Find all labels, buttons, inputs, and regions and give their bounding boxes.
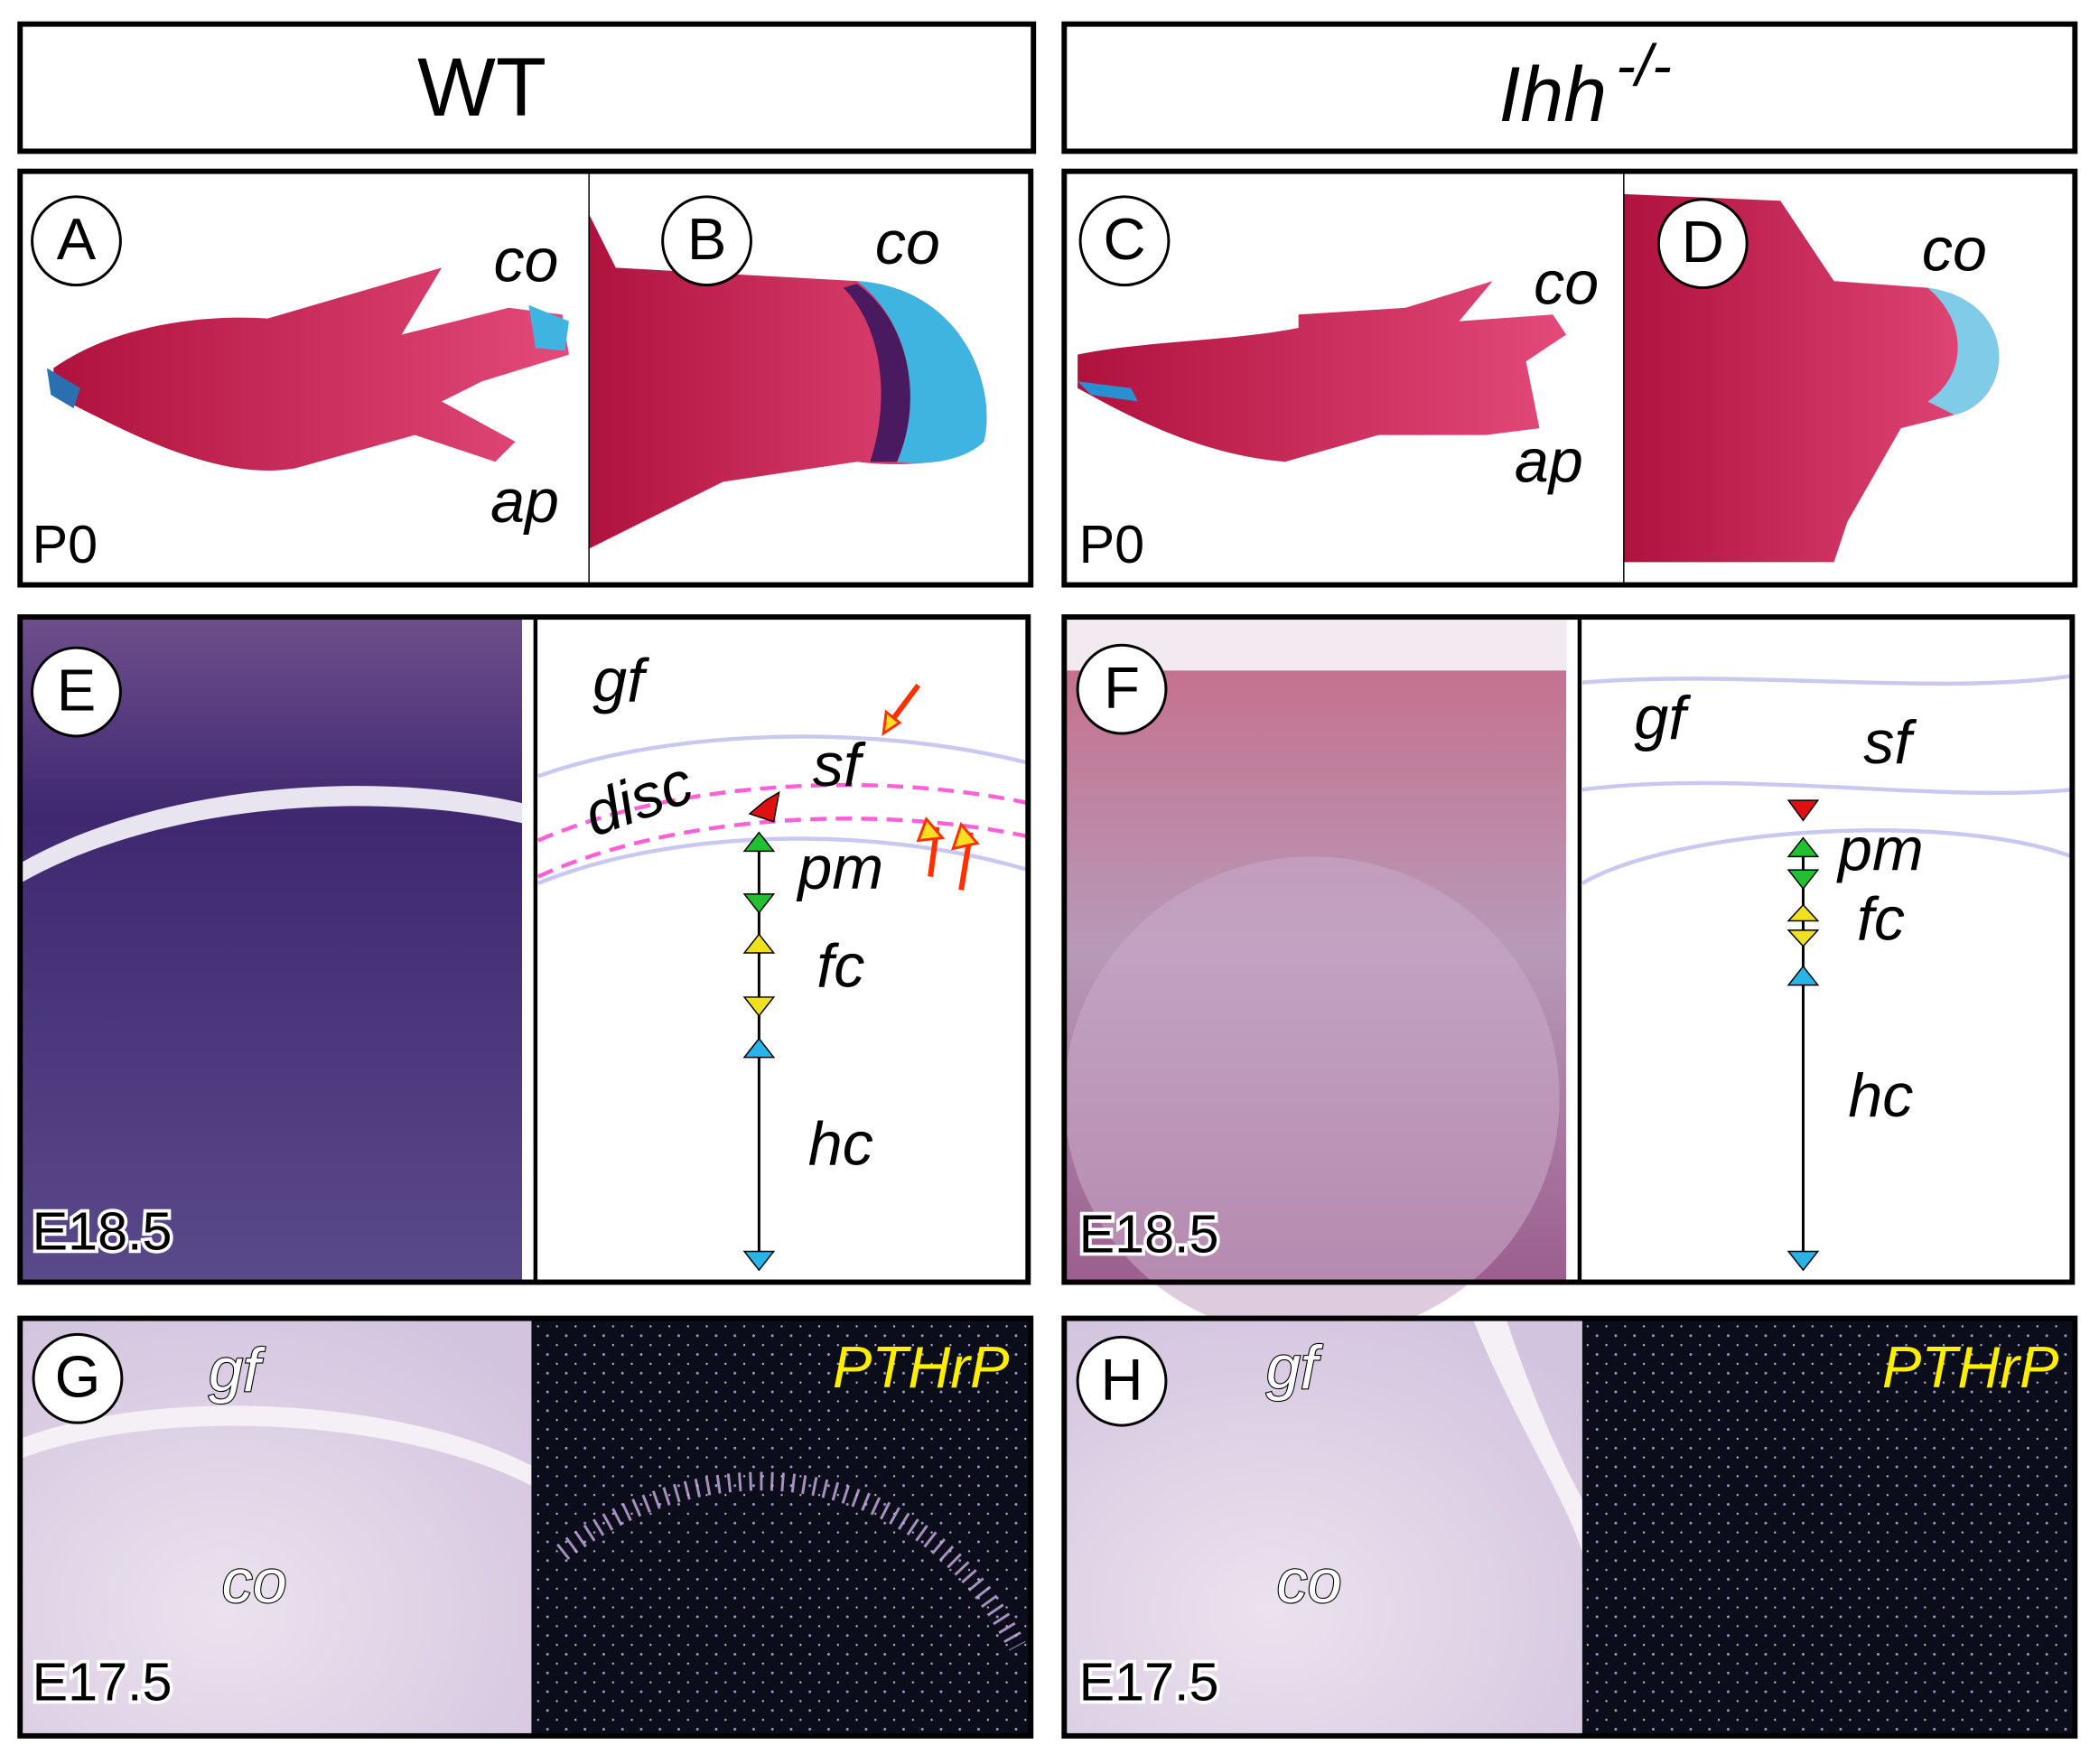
arrowhead [742, 1037, 776, 1272]
panel-box [1061, 614, 2076, 1285]
arrowhead [1786, 965, 1820, 1272]
panel-letter-circle [32, 1332, 124, 1424]
label: co [1922, 216, 1987, 285]
arrowhead [1786, 799, 1820, 822]
panel-letter: E [57, 657, 96, 723]
label: gf [592, 647, 649, 715]
header-gene: Ihh [1499, 51, 1607, 138]
label: co [493, 226, 558, 294]
condyle [1064, 856, 1560, 1339]
panel-c: C co ap P0 [1076, 195, 1599, 578]
panel-letter-circle [1656, 198, 1749, 290]
panel-letter-circle [1076, 643, 1168, 735]
arrowhead [748, 790, 780, 823]
panel-letter: B [687, 206, 726, 272]
label: co [1277, 1547, 1342, 1616]
bone [53, 267, 569, 471]
label: fc [816, 931, 864, 1000]
boundary [536, 734, 1029, 886]
panel-d: D co [1623, 193, 2000, 563]
label: sf [1863, 708, 1917, 777]
label: fc [1857, 884, 1905, 953]
panel-a: A co ap P0 [29, 195, 569, 578]
label: disc [575, 748, 702, 850]
cartilage-dark [843, 284, 910, 462]
panel-e: E E18.5 gf disc sf pm fc hc [20, 617, 1029, 1283]
panel-box [17, 614, 1031, 1285]
label: sf [813, 731, 866, 799]
cartilage [46, 368, 80, 408]
stage-label: P0 [33, 514, 98, 574]
probe-label: PTHrP [833, 1334, 1010, 1400]
label: hc [1848, 1061, 1913, 1130]
cartilage [1927, 287, 2000, 415]
panel-h: H gf co E17.5 PTHrP [1064, 1318, 2076, 1736]
panel-letter-circle [1076, 1335, 1168, 1427]
label: pm [796, 834, 883, 902]
label: pm [1836, 815, 1924, 883]
label: co [222, 1547, 287, 1616]
panel-letter-circle [31, 195, 122, 287]
panel-box [1061, 168, 2078, 588]
panel-f: F E18.5 gf sf pm fc hc [1064, 617, 2074, 1339]
arrowhead [742, 831, 776, 914]
cartilage [856, 281, 987, 463]
cartilage [1077, 381, 1138, 402]
header-box [1061, 21, 2078, 154]
panel-letter: G [55, 1343, 101, 1409]
cartilage [528, 304, 569, 351]
panel-b: B co [589, 195, 987, 549]
label: co [1534, 249, 1599, 318]
boundary [1581, 674, 2074, 885]
panel-box [1061, 1315, 2078, 1739]
darkfield [531, 1318, 1031, 1736]
darkfield [1581, 1318, 2076, 1736]
probe-label: PTHrP [1882, 1334, 2059, 1400]
panel-letter: A [57, 206, 97, 272]
stage-label: E18.5 [1079, 1203, 1219, 1264]
label: gf [1266, 1333, 1323, 1402]
bone [1077, 281, 1567, 462]
arrowhead [1786, 903, 1820, 947]
stage-label: E17.5 [1079, 1652, 1219, 1713]
panel-letter: D [1682, 209, 1724, 275]
pointer-head [882, 709, 980, 851]
header-wt: WT [417, 42, 546, 134]
panel-letter: F [1104, 654, 1140, 720]
header-box [17, 21, 1037, 154]
panel-letter-circle [661, 195, 752, 287]
stage-label: E17.5 [33, 1652, 173, 1713]
gap [1472, 1318, 1582, 1553]
label: ap [490, 467, 559, 536]
panel-g: G gf co E17.5 PTHrP [20, 1318, 1031, 1736]
gap [20, 1405, 532, 1486]
panel-letter: C [1103, 206, 1145, 272]
label: hc [808, 1109, 873, 1178]
label: gf [1634, 684, 1691, 752]
panel-box [17, 1315, 1034, 1739]
gap [20, 786, 523, 883]
panel-letter-circle [31, 646, 122, 738]
arrowhead [1786, 836, 1820, 891]
stage-label: E18.5 [33, 1200, 173, 1261]
label: co [875, 209, 940, 277]
header-genotype: -/- [1616, 32, 1672, 98]
panel-letter-circle [1078, 195, 1171, 287]
stage-label: P0 [1079, 514, 1145, 574]
label: ap [1515, 427, 1583, 496]
label: gf [209, 1336, 266, 1405]
arrowhead [742, 933, 776, 1017]
panel-box [17, 168, 1034, 588]
panel-letter: H [1100, 1346, 1143, 1412]
